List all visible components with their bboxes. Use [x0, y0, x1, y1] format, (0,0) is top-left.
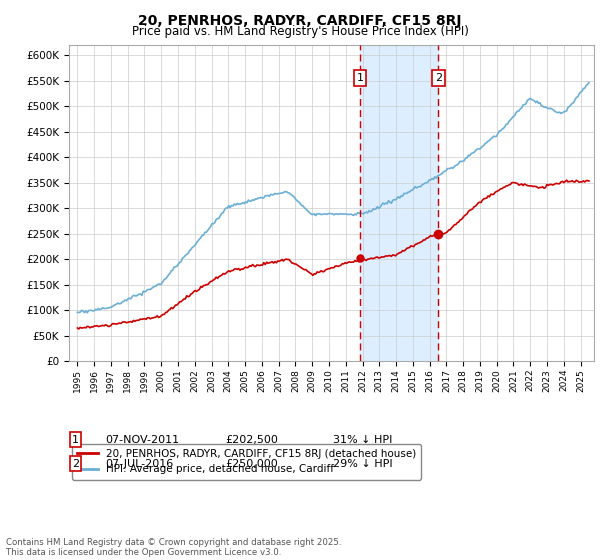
- Text: 07-JUL-2016: 07-JUL-2016: [105, 459, 173, 469]
- Text: 20, PENRHOS, RADYR, CARDIFF, CF15 8RJ: 20, PENRHOS, RADYR, CARDIFF, CF15 8RJ: [138, 14, 462, 28]
- Text: 31% ↓ HPI: 31% ↓ HPI: [333, 435, 392, 445]
- Text: 2: 2: [435, 73, 442, 83]
- Text: £202,500: £202,500: [225, 435, 278, 445]
- Text: 1: 1: [72, 435, 79, 445]
- Legend: 20, PENRHOS, RADYR, CARDIFF, CF15 8RJ (detached house), HPI: Average price, deta: 20, PENRHOS, RADYR, CARDIFF, CF15 8RJ (d…: [71, 444, 421, 479]
- Text: £250,000: £250,000: [225, 459, 278, 469]
- Text: Contains HM Land Registry data © Crown copyright and database right 2025.
This d: Contains HM Land Registry data © Crown c…: [6, 538, 341, 557]
- Text: Price paid vs. HM Land Registry's House Price Index (HPI): Price paid vs. HM Land Registry's House …: [131, 25, 469, 38]
- Text: 29% ↓ HPI: 29% ↓ HPI: [333, 459, 392, 469]
- Text: 2: 2: [72, 459, 79, 469]
- Text: 07-NOV-2011: 07-NOV-2011: [105, 435, 179, 445]
- Text: 1: 1: [356, 73, 364, 83]
- Bar: [360, 45, 439, 361]
